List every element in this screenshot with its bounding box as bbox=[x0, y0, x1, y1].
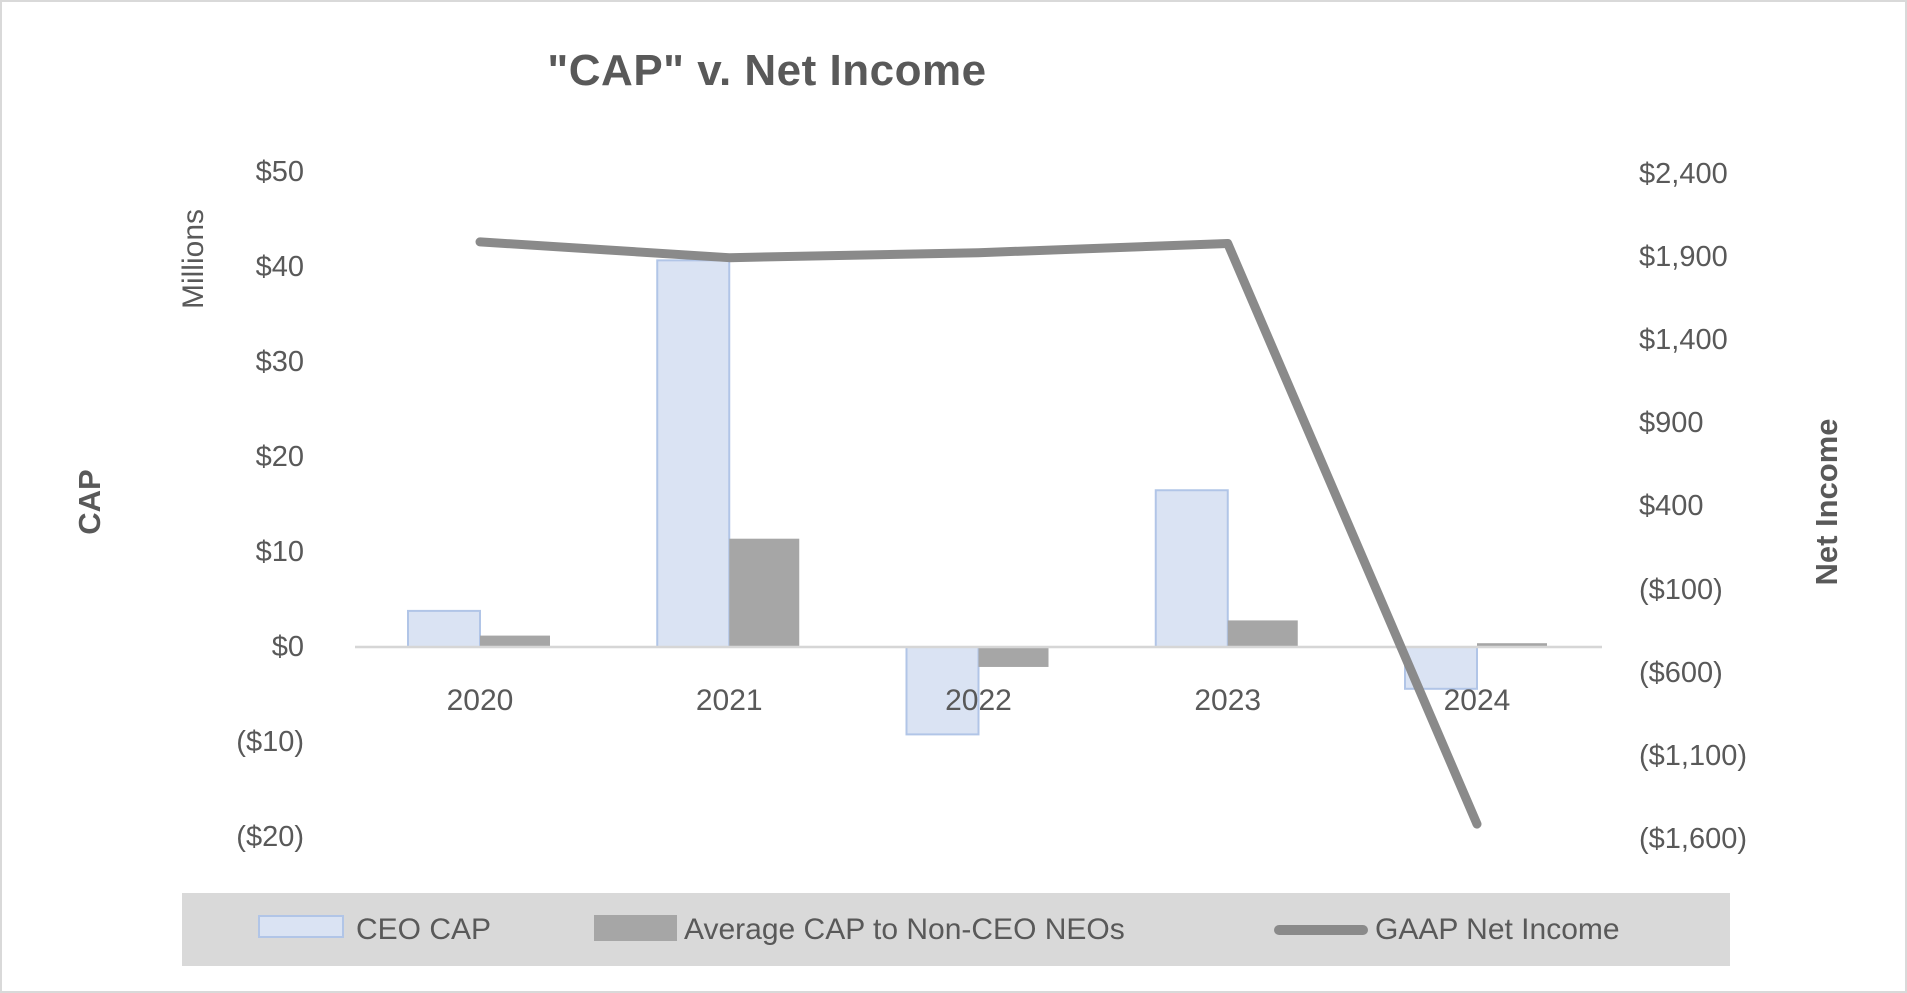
left-axis-tick-6: ($10) bbox=[236, 726, 304, 758]
x-axis-label-2024: 2024 bbox=[1443, 684, 1511, 717]
left-axis-tick-4: $10 bbox=[255, 536, 304, 568]
legend: CEO CAP Average CAP to Non-CEO NEOs GAAP… bbox=[182, 893, 1730, 966]
right-axis-tick-2: $1,400 bbox=[1639, 324, 1728, 357]
left-axis-tick-0: $50 bbox=[255, 156, 304, 188]
legend-swatch-avg-cap-neo bbox=[594, 915, 677, 941]
right-axis-tick-7: ($1,100) bbox=[1639, 739, 1748, 772]
right-axis-tick-8: ($1,600) bbox=[1639, 823, 1748, 856]
legend-label-avg-cap-neo: Average CAP to Non-CEO NEOs bbox=[684, 913, 1125, 946]
left-axis-tick-5: $0 bbox=[271, 631, 304, 663]
right-axis-tick-5: ($100) bbox=[1639, 573, 1723, 606]
avg-cap-neo-bar-2020 bbox=[480, 635, 550, 647]
x-axis-label-2020: 2020 bbox=[446, 684, 514, 717]
left-axis-tick-2: $30 bbox=[255, 346, 304, 378]
right-axis-tick-0: $2,400 bbox=[1639, 157, 1728, 190]
chart-title: "CAP" v. Net Income bbox=[547, 46, 987, 95]
avg-cap-neo-bar-2021 bbox=[729, 538, 800, 647]
left-axis-tick-1: $40 bbox=[255, 251, 304, 283]
right-axis-tick-6: ($600) bbox=[1639, 656, 1723, 689]
legend-label-gaap-net-income: GAAP Net Income bbox=[1375, 913, 1620, 946]
legend-swatch-gaap-net-income bbox=[1274, 925, 1368, 935]
x-axis-label-2023: 2023 bbox=[1194, 684, 1262, 717]
ceo-cap-bar-2022 bbox=[905, 646, 980, 736]
avg-cap-neo-bar-2024 bbox=[1477, 643, 1547, 647]
x-axis-line bbox=[355, 645, 1602, 649]
ceo-cap-bar-2023 bbox=[1154, 489, 1229, 648]
gaap-net-income-line bbox=[475, 237, 1482, 829]
right-axis-tick-1: $1,900 bbox=[1639, 240, 1728, 273]
ceo-cap-bar-2021 bbox=[656, 259, 731, 648]
avg-cap-neo-bar-2023 bbox=[1227, 620, 1298, 647]
legend-swatch-ceo-cap bbox=[258, 915, 344, 938]
avg-cap-neo-bar-2022 bbox=[978, 647, 1049, 667]
left-axis-tick-3: $20 bbox=[255, 441, 304, 473]
ceo-cap-bar-2020 bbox=[407, 609, 481, 649]
x-axis-label-2022: 2022 bbox=[945, 684, 1012, 717]
right-axis-tick-4: $400 bbox=[1639, 490, 1704, 523]
right-axis-tick-3: $900 bbox=[1639, 407, 1704, 440]
legend-label-ceo-cap: CEO CAP bbox=[356, 913, 492, 946]
x-axis-label-2021: 2021 bbox=[695, 684, 763, 717]
left-axis-tick-7: ($20) bbox=[236, 821, 304, 853]
